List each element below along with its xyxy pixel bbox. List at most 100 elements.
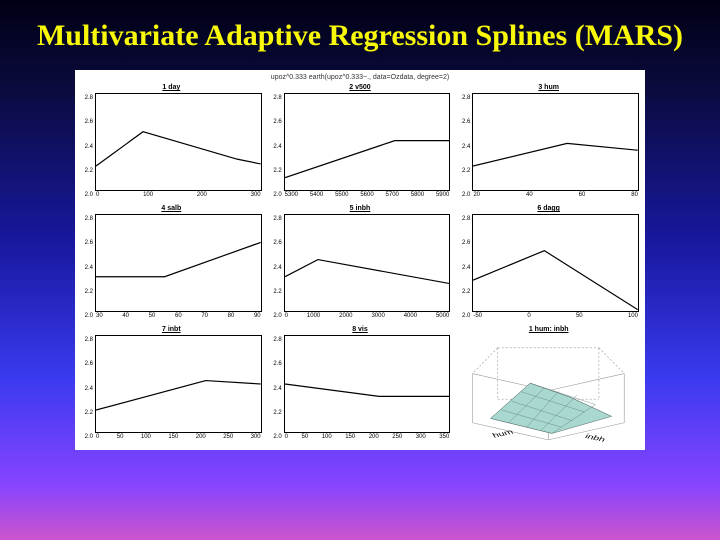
x-tick-label: 80	[228, 312, 235, 321]
x-tick-label: 5900	[436, 191, 449, 200]
panel-3: 3 hum2.82.62.42.22.020406080	[458, 83, 639, 200]
slide: Multivariate Adaptive Regression Splines…	[0, 0, 720, 540]
x-ticks: 050100150200250300	[95, 433, 262, 442]
series-line	[285, 384, 450, 396]
axis-label-y: inbh	[584, 432, 607, 442]
y-tick-label: 2.8	[270, 337, 282, 343]
x-tick-label: 350	[439, 433, 449, 442]
panel-title: 4 salb	[81, 204, 262, 214]
x-ticks: 30405060708090	[95, 312, 262, 321]
panel-body: 2.82.62.42.22.00100200300	[81, 93, 262, 200]
surface-plot: huminbh	[458, 335, 639, 442]
x-tick-label: 5600	[360, 191, 373, 200]
panel-title: 5 inbh	[270, 204, 451, 214]
y-tick-label: 2.2	[458, 289, 470, 295]
x-tick-label: 100	[141, 433, 151, 442]
plot-box	[284, 93, 451, 191]
y-ticks: 2.82.62.42.22.0	[270, 214, 284, 321]
x-tick-label: 300	[416, 433, 426, 442]
x-tick-label: -50	[473, 312, 482, 321]
series-line	[96, 242, 261, 276]
x-tick-label: 0	[96, 191, 99, 200]
y-tick-label: 2.2	[270, 168, 282, 174]
y-tick-label: 2.0	[81, 192, 93, 198]
y-tick-label: 2.0	[270, 434, 282, 440]
plot-box	[95, 93, 262, 191]
y-tick-label: 2.8	[458, 216, 470, 222]
panel-9: 1 hum: inbhhuminbh	[458, 325, 639, 442]
panel-body: huminbh	[458, 335, 639, 442]
x-tick-label: 20	[473, 191, 480, 200]
x-ticks: 5300540055005600570058005900	[284, 191, 451, 200]
y-tick-label: 2.2	[270, 289, 282, 295]
y-tick-label: 2.6	[81, 119, 93, 125]
x-tick-label: 0	[285, 312, 288, 321]
x-tick-label: 100	[143, 191, 153, 200]
y-tick-label: 2.8	[270, 95, 282, 101]
y-tick-label: 2.6	[458, 240, 470, 246]
plot-box	[284, 214, 451, 312]
y-tick-label: 2.4	[270, 144, 282, 150]
surface-patch	[491, 383, 612, 433]
panel-body: 2.82.62.42.22.030405060708090	[81, 214, 262, 321]
panel-body: 2.82.62.42.22.0050100150200250300	[81, 335, 262, 442]
x-tick-label: 80	[631, 191, 638, 200]
x-tick-label: 0	[96, 433, 99, 442]
x-tick-label: 250	[392, 433, 402, 442]
y-tick-label: 2.2	[458, 168, 470, 174]
y-tick-label: 2.4	[81, 144, 93, 150]
y-ticks: 2.82.62.42.22.0	[81, 335, 95, 442]
x-tick-label: 5800	[411, 191, 424, 200]
x-tick-label: 0	[285, 433, 288, 442]
x-tick-label: 0	[527, 312, 530, 321]
x-tick-label: 200	[369, 433, 379, 442]
y-tick-label: 2.4	[458, 144, 470, 150]
x-tick-label: 2000	[339, 312, 352, 321]
y-tick-label: 2.6	[270, 361, 282, 367]
x-tick-label: 3000	[371, 312, 384, 321]
x-ticks: 010002000300040005000	[284, 312, 451, 321]
panel-title: 2 v500	[270, 83, 451, 93]
series-line	[285, 260, 450, 284]
y-tick-label: 2.0	[270, 192, 282, 198]
x-ticks: 0100200300	[95, 191, 262, 200]
y-tick-label: 2.2	[81, 410, 93, 416]
plot-box	[472, 214, 639, 312]
x-tick-label: 5700	[386, 191, 399, 200]
y-tick-label: 2.0	[458, 192, 470, 198]
x-tick-label: 150	[345, 433, 355, 442]
plot-box	[95, 335, 262, 433]
slide-title: Multivariate Adaptive Regression Splines…	[37, 18, 683, 54]
y-ticks: 2.82.62.42.22.0	[270, 93, 284, 200]
x-tick-label: 50	[576, 312, 583, 321]
x-tick-label: 50	[302, 433, 309, 442]
chart-card: upoz^0.333 earth(upoz^0.333~., data=Ozda…	[75, 70, 645, 450]
panel-body: 2.82.62.42.22.0-50050100	[458, 214, 639, 321]
y-tick-label: 2.2	[81, 168, 93, 174]
y-tick-label: 2.8	[81, 337, 93, 343]
panel-body: 2.82.62.42.22.0050100150200250300350	[270, 335, 451, 442]
y-tick-label: 2.8	[81, 216, 93, 222]
panel-2: 2 v5002.82.62.42.22.05300540055005600570…	[270, 83, 451, 200]
panel-title: 8 vis	[270, 325, 451, 335]
panel-8: 8 vis2.82.62.42.22.005010015020025030035…	[270, 325, 451, 442]
y-tick-label: 2.4	[270, 386, 282, 392]
y-ticks: 2.82.62.42.22.0	[81, 214, 95, 321]
y-tick-label: 2.8	[270, 216, 282, 222]
x-tick-label: 200	[197, 191, 207, 200]
y-tick-label: 2.6	[270, 240, 282, 246]
y-tick-label: 2.0	[81, 434, 93, 440]
panel-body: 2.82.62.42.22.0010002000300040005000	[270, 214, 451, 321]
chart-caption: upoz^0.333 earth(upoz^0.333~., data=Ozda…	[81, 74, 639, 81]
y-tick-label: 2.2	[270, 410, 282, 416]
x-ticks: 20406080	[472, 191, 639, 200]
y-tick-label: 2.2	[81, 289, 93, 295]
panel-grid: 1 day2.82.62.42.22.001002003002 v5002.82…	[81, 83, 639, 442]
panel-7: 7 inbt2.82.62.42.22.0050100150200250300	[81, 325, 262, 442]
x-tick-label: 40	[526, 191, 533, 200]
y-tick-label: 2.8	[81, 95, 93, 101]
panel-body: 2.82.62.42.22.020406080	[458, 93, 639, 200]
x-tick-label: 250	[223, 433, 233, 442]
x-tick-label: 40	[122, 312, 129, 321]
y-tick-label: 2.4	[458, 265, 470, 271]
